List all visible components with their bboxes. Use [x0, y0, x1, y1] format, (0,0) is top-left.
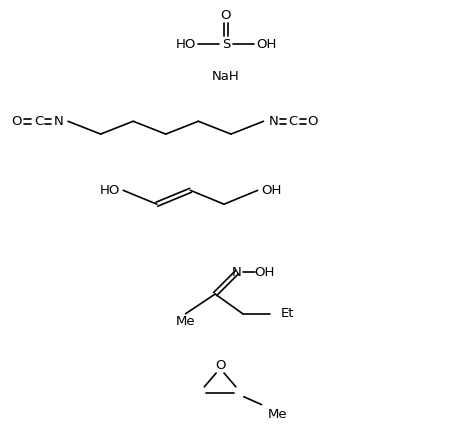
Text: Me: Me [175, 315, 195, 328]
Text: O: O [11, 115, 22, 128]
Text: HO: HO [175, 38, 195, 51]
Text: O: O [214, 359, 225, 371]
Text: N: N [231, 266, 241, 279]
Text: OH: OH [256, 38, 276, 51]
Text: O: O [307, 115, 318, 128]
Text: OH: OH [254, 266, 274, 279]
Text: O: O [220, 9, 231, 22]
Text: Et: Et [280, 307, 293, 320]
Text: HO: HO [99, 184, 120, 197]
Text: S: S [221, 38, 230, 51]
Text: N: N [53, 115, 63, 128]
Text: C: C [34, 115, 43, 128]
Text: N: N [268, 115, 278, 128]
Text: Me: Me [267, 408, 286, 421]
Text: OH: OH [261, 184, 281, 197]
Text: NaH: NaH [212, 71, 239, 83]
Text: C: C [288, 115, 297, 128]
